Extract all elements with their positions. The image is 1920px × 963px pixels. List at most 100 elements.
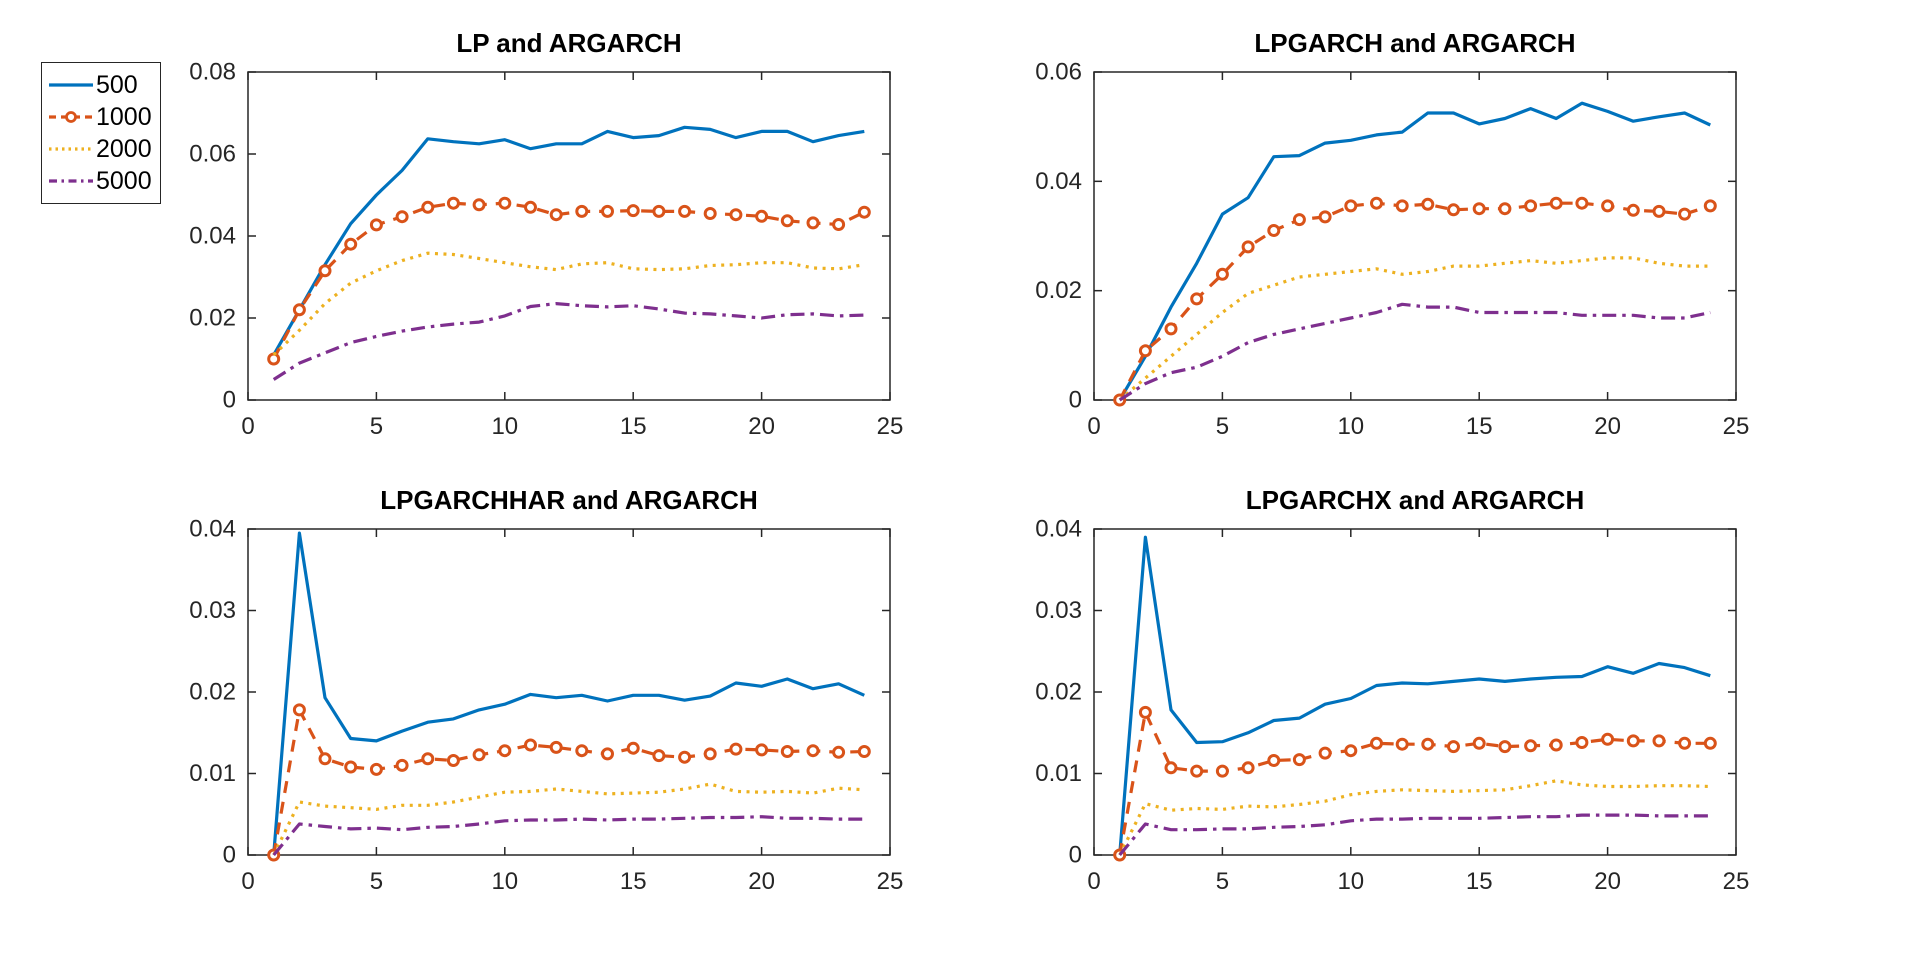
x-tick-label: 0 [1087,868,1100,895]
data-point-marker [755,743,769,757]
data-point-marker [1626,203,1640,217]
data-point-marker [1678,736,1692,750]
x-tick-label: 25 [1723,413,1750,440]
series-500-line [1118,101,1711,401]
x-tick-label: 0 [1087,413,1100,440]
axis-box [1093,71,1737,401]
x-tick-label: 20 [748,868,775,895]
data-point-marker [267,352,281,366]
data-point-marker [652,749,666,763]
x-tick-label: 5 [1216,868,1229,895]
data-point-marker [857,745,871,758]
chart-lpgarchhar-argarch: LPGARCHHAR and ARGARCH 0 5 10 15 20 25 0 0.01 0.… [148,483,920,911]
data-point-marker [1318,210,1332,224]
series-1000-line [272,708,865,856]
data-point-marker [575,744,589,758]
y-tick-label: 0.04 [1035,168,1082,195]
data-point-marker [395,210,409,224]
y-tick-label: 0 [1069,842,1082,869]
legend-item-label: 500 [96,70,138,99]
data-point-marker [524,738,537,752]
data-point-marker [1498,740,1512,754]
y-tick-label: 0.02 [189,305,236,332]
data-point-marker [1190,292,1204,306]
data-point-marker [369,218,383,232]
plot-area-lpgarch-argarch: 0 5 10 15 20 25 0 0.02 0.04 0.06 [1035,59,1750,441]
series-5000-line [272,815,865,857]
y-tick-label: 0.02 [1035,277,1082,304]
data-point-marker [1549,196,1563,210]
data-point-marker [1447,740,1460,754]
data-point-marker [472,198,486,212]
series-5000-line [1118,302,1711,402]
data-point-marker [1344,744,1358,758]
data-point-marker [832,218,846,231]
y-tick-label: 0.01 [189,760,236,787]
y-tick-label: 0.04 [1035,516,1082,543]
data-point-marker [524,200,537,214]
legend-line-sample [49,111,93,123]
x-tick-label: 20 [1594,868,1621,895]
series-1000-line [1118,201,1711,401]
x-tick-label: 15 [1466,413,1493,440]
data-point-marker [1421,737,1435,751]
data-point-marker [421,752,435,766]
x-tick-label: 0 [241,413,254,440]
data-point-marker [1524,739,1538,753]
data-point-marker [1241,240,1255,254]
series-500-line [272,125,865,356]
data-point-marker [729,742,743,756]
legend-item-label: 2000 [96,134,152,163]
chart-title-lpgarch-argarch: LPGARCH and ARGARCH [1254,28,1576,58]
data-point-marker [292,303,306,317]
data-point-marker [1472,202,1486,216]
x-tick-label: 25 [877,868,904,895]
data-point-marker [1652,734,1666,748]
x-tick-label: 15 [1466,868,1493,895]
data-point-marker [1703,736,1717,750]
x-tick-label: 10 [1337,868,1364,895]
data-point-marker [446,196,460,210]
data-point-marker [1190,764,1204,778]
data-point-marker [1524,199,1538,213]
chart-lpgarchx-argarch: LPGARCHX and ARGARCH 0 5 10 15 20 25 0 0.01 0.02… [994,483,1766,911]
data-point-marker [1370,736,1383,750]
y-tick-label: 0 [223,842,236,869]
data-point-marker [1472,736,1486,750]
data-point-marker [1601,199,1615,213]
data-point-marker [1215,267,1229,281]
legend-line-sample [49,147,93,151]
x-tick-label: 5 [370,413,383,440]
data-point-marker [1267,754,1281,767]
legend-item: 2000 [48,133,152,165]
data-point-marker [780,214,794,228]
x-tick-label: 25 [1723,868,1750,895]
data-point-marker [549,208,563,222]
data-point-marker [1318,746,1332,760]
data-point-marker [1498,202,1512,216]
legend-item-label: 5000 [96,166,152,195]
data-point-marker [755,209,769,223]
legend-item: 5000 [48,165,152,197]
data-point-marker [601,204,614,218]
x-tick-label: 15 [620,413,647,440]
y-tick-label: 0.03 [189,597,236,624]
data-point-marker [1138,344,1152,358]
y-tick-label: 0.02 [189,679,236,706]
y-tick-label: 0 [1069,387,1082,414]
data-point-marker [1138,705,1152,719]
data-point-marker [1652,204,1666,218]
x-tick-label: 5 [370,868,383,895]
data-point-marker [626,204,640,218]
data-point-marker [1678,207,1692,221]
y-tick-label: 0.04 [189,223,236,250]
y-tick-label: 0.01 [1035,760,1082,787]
data-point-marker [1215,764,1229,778]
legend: 500 1000 2000 5000 [41,62,161,204]
data-point-marker [1575,196,1589,210]
data-point-marker [1703,199,1717,213]
chart-title-lp-argarch: LP and ARGARCH [456,28,682,58]
data-point-marker [1292,213,1306,227]
data-point-marker [498,196,512,210]
